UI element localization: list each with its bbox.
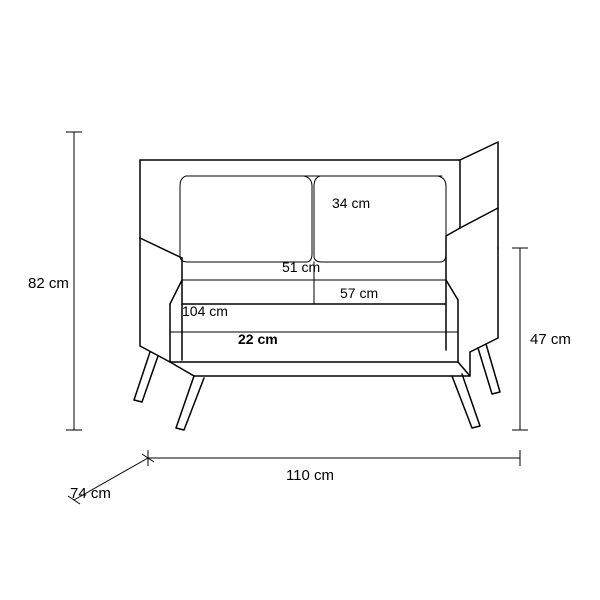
sofa-left-cushion (180, 176, 312, 262)
sofa-right-arm-top-b (460, 208, 498, 228)
sofa-apron-corner (458, 362, 470, 376)
sofa-left-arm-outer (140, 238, 170, 362)
sofa-leg-back-right (478, 344, 500, 394)
sofa-back-top (140, 142, 498, 248)
sofa-left-arm-top (140, 238, 182, 258)
label-depth-74: 74 cm (70, 485, 111, 502)
label-seat-22: 22 cm (238, 331, 278, 347)
sofa-leg-front-right (452, 374, 480, 428)
sofa-right-arm-outer (470, 248, 498, 352)
sofa-apron-bottom (170, 352, 470, 376)
label-seat-104: 104 cm (182, 303, 228, 319)
sofa-seat-persp-l (170, 280, 182, 304)
sofa-right-cushion (314, 176, 446, 262)
label-width-110: 110 cm (286, 467, 334, 484)
label-height-47: 47 cm (530, 331, 571, 348)
label-height-82: 82 cm (28, 275, 69, 292)
sofa-leg-front-left (176, 376, 204, 430)
sofa-seat-persp-r (446, 280, 458, 300)
label-seat-57: 57 cm (340, 285, 378, 301)
sofa-leg-back-left (134, 352, 158, 402)
label-cushion-34: 34 cm (332, 195, 370, 211)
